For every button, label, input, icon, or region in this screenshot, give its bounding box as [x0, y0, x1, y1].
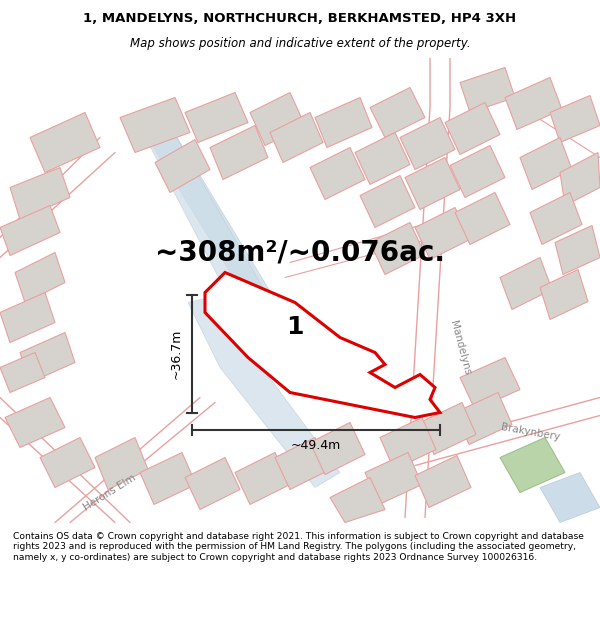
Polygon shape — [445, 102, 500, 154]
Polygon shape — [540, 472, 600, 522]
Polygon shape — [415, 208, 470, 259]
Polygon shape — [135, 118, 280, 338]
Polygon shape — [500, 258, 552, 309]
Polygon shape — [315, 98, 372, 148]
Text: Herons Elm: Herons Elm — [82, 472, 138, 512]
Polygon shape — [0, 352, 45, 392]
Text: 1, MANDELYNS, NORTHCHURCH, BERKHAMSTED, HP4 3XH: 1, MANDELYNS, NORTHCHURCH, BERKHAMSTED, … — [83, 12, 517, 25]
Text: ~308m²/~0.076ac.: ~308m²/~0.076ac. — [155, 239, 445, 266]
Polygon shape — [380, 418, 436, 469]
Polygon shape — [310, 148, 365, 199]
Text: 1: 1 — [286, 316, 304, 339]
Polygon shape — [360, 176, 415, 228]
Polygon shape — [310, 422, 365, 474]
Polygon shape — [188, 298, 340, 488]
Polygon shape — [155, 139, 210, 192]
Text: Contains OS data © Crown copyright and database right 2021. This information is : Contains OS data © Crown copyright and d… — [13, 532, 584, 562]
Polygon shape — [10, 168, 70, 219]
Polygon shape — [235, 452, 290, 504]
Polygon shape — [455, 192, 510, 244]
Polygon shape — [20, 332, 75, 382]
Polygon shape — [555, 226, 600, 274]
Polygon shape — [455, 392, 512, 444]
Polygon shape — [550, 96, 600, 142]
Polygon shape — [210, 126, 268, 179]
Polygon shape — [460, 68, 515, 112]
Polygon shape — [15, 253, 65, 302]
Polygon shape — [330, 478, 385, 522]
Polygon shape — [505, 78, 562, 129]
Polygon shape — [5, 398, 65, 448]
Text: ~49.4m: ~49.4m — [291, 439, 341, 452]
Polygon shape — [270, 112, 323, 162]
Polygon shape — [450, 146, 505, 198]
Polygon shape — [185, 458, 240, 509]
Polygon shape — [370, 222, 425, 274]
Text: Mandelyns: Mandelyns — [448, 319, 472, 376]
Polygon shape — [0, 206, 60, 256]
Text: Brakynbery: Brakynbery — [500, 422, 560, 442]
Polygon shape — [355, 132, 410, 184]
Text: ~36.7m: ~36.7m — [170, 328, 182, 379]
Polygon shape — [30, 112, 100, 173]
Polygon shape — [365, 452, 422, 504]
Polygon shape — [185, 92, 248, 142]
Polygon shape — [500, 438, 565, 493]
Polygon shape — [40, 438, 95, 488]
Polygon shape — [120, 98, 190, 152]
Polygon shape — [0, 292, 55, 342]
Text: Map shows position and indicative extent of the property.: Map shows position and indicative extent… — [130, 37, 470, 49]
Polygon shape — [460, 357, 520, 409]
Polygon shape — [560, 152, 600, 206]
Polygon shape — [95, 438, 148, 489]
Polygon shape — [250, 92, 305, 146]
Polygon shape — [540, 269, 588, 319]
Polygon shape — [370, 88, 425, 138]
Polygon shape — [420, 402, 476, 454]
Polygon shape — [400, 118, 455, 169]
Polygon shape — [135, 118, 310, 378]
Polygon shape — [140, 452, 196, 504]
Polygon shape — [275, 438, 330, 489]
Polygon shape — [205, 272, 440, 418]
Polygon shape — [520, 138, 572, 189]
Polygon shape — [415, 456, 471, 508]
Polygon shape — [405, 158, 460, 209]
Polygon shape — [530, 192, 582, 244]
